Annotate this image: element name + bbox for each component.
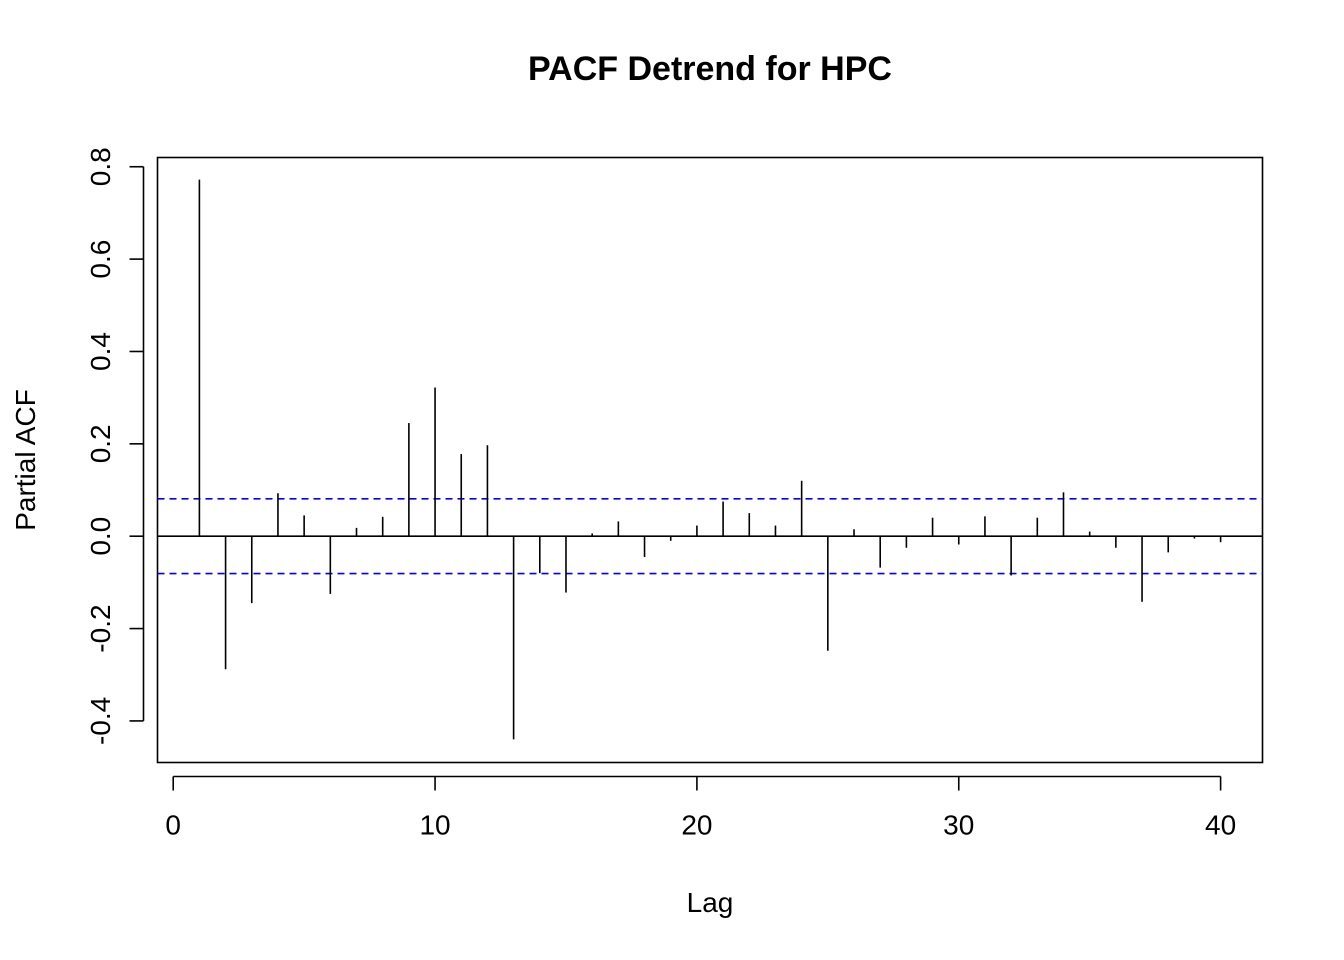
chart-title: PACF Detrend for HPC	[528, 50, 892, 88]
plot-frame	[156, 156, 1264, 764]
y-tick-label: -0.2	[85, 604, 116, 652]
y-tick-label: 0.0	[85, 517, 116, 556]
y-tick-label: -0.4	[85, 697, 116, 745]
y-tick-label: 0.8	[85, 147, 116, 186]
y-axis-label: Partial ACF	[10, 389, 41, 531]
x-tick-label: 30	[943, 810, 974, 841]
x-axis-label: Lag	[687, 887, 734, 918]
y-tick-label: 0.6	[85, 240, 116, 279]
plot-marks	[157, 179, 1263, 740]
x-tick-label: 10	[419, 810, 450, 841]
x-tick-label: 20	[681, 810, 712, 841]
x-tick-label: 40	[1205, 810, 1236, 841]
y-axis: -0.4 -0.2 0.0 0.2 0.4 0.6 0.8	[85, 147, 145, 745]
x-tick-label: 0	[165, 810, 181, 841]
y-tick-label: 0.4	[85, 332, 116, 371]
x-axis: 0 10 20 30 40	[165, 775, 1236, 841]
y-tick-label: 0.2	[85, 424, 116, 463]
